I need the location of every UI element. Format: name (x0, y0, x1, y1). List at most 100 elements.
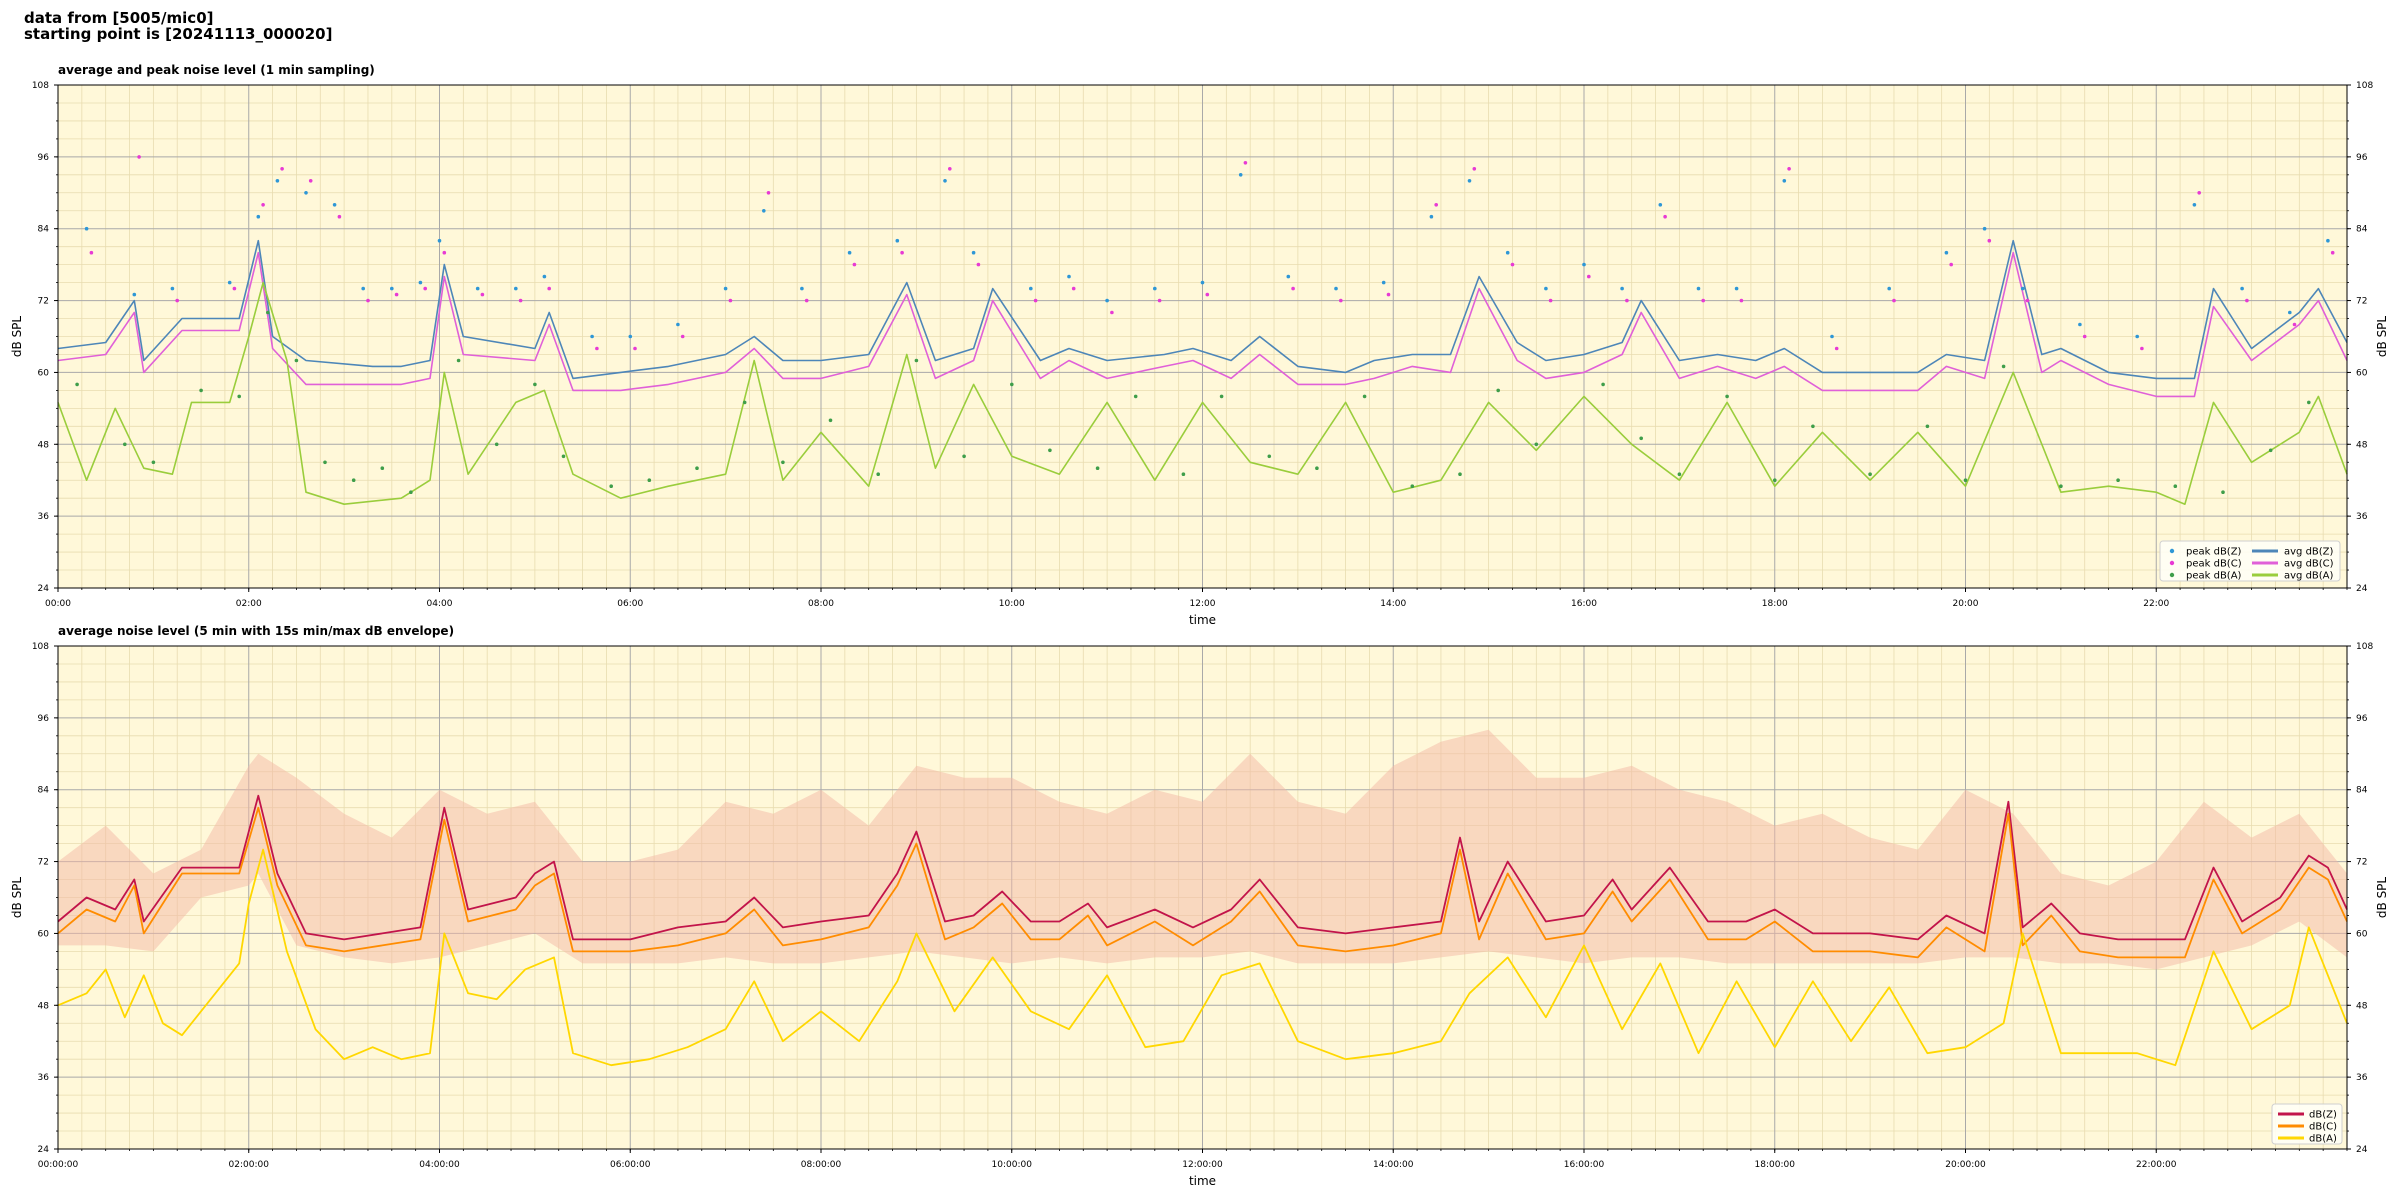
data-point (1739, 298, 1744, 303)
data-point (1963, 478, 1968, 483)
data-point (2268, 448, 2273, 453)
data-point (323, 460, 327, 465)
x-tick-label: 14:00:00 (1373, 1160, 1414, 1170)
data-point (75, 382, 79, 387)
data-point (1725, 394, 1729, 399)
data-point (361, 286, 366, 291)
data-point (1701, 298, 1705, 303)
data-point (2078, 322, 2082, 327)
data-point (175, 298, 179, 303)
x-tick-label: 06:00:00 (610, 1160, 651, 1170)
data-point (1071, 286, 1076, 291)
x-tick-label: 08:00:00 (801, 1160, 842, 1170)
data-point (332, 203, 337, 207)
y-axis-label-left: dB SPL (10, 877, 24, 919)
data-point (1095, 466, 1100, 471)
y-tick-label: 72 (38, 858, 49, 868)
series-db-z (57, 794, 2348, 941)
data-point (728, 298, 733, 303)
y-axis-label-right: dB SPL (2375, 316, 2389, 358)
data-point (1105, 298, 1109, 303)
data-point (456, 358, 461, 363)
data-point (1110, 310, 1114, 315)
data-point (1157, 298, 1162, 303)
x-tick-label: 16:00 (1571, 599, 1597, 609)
data-point (1534, 442, 1539, 447)
data-point (266, 310, 270, 315)
x-tick-label: 14:00 (1380, 599, 1406, 609)
data-point (1925, 424, 1930, 429)
x-tick-label: 22:00 (2143, 599, 2169, 609)
data-point (1153, 286, 1157, 291)
data-point (394, 292, 399, 297)
data-point (2288, 310, 2292, 315)
data-point (1381, 280, 1386, 285)
data-point (518, 298, 523, 303)
data-point (1010, 382, 1014, 387)
legend-bottom: dB(Z)dB(C)dB(A) (2271, 1103, 2343, 1145)
y-tick-label: 84 (38, 786, 50, 796)
data-point (380, 466, 385, 471)
y-tick-label: 24 (2356, 584, 2368, 594)
data-point (261, 203, 265, 207)
y-tick-label: 36 (38, 1073, 50, 1083)
data-point (227, 280, 232, 285)
data-point (409, 490, 413, 495)
data-point (351, 478, 356, 483)
data-point (1582, 262, 1586, 267)
data-point (494, 442, 499, 447)
data-point (1830, 334, 1834, 339)
data-point (1458, 472, 1462, 477)
y-tick-label: 72 (2356, 858, 2367, 868)
data-point (2326, 238, 2330, 243)
data-point (232, 286, 237, 291)
data-point (1510, 262, 1515, 267)
y-tick-label: 108 (32, 642, 49, 652)
data-point (2173, 484, 2178, 489)
data-point (628, 334, 633, 339)
legend-label: peak dB(C) (2186, 559, 2242, 570)
data-point (1787, 167, 1791, 171)
data-point (480, 292, 485, 297)
x-tick-label: 02:00:00 (229, 1160, 270, 1170)
x-tick-label: 00:00:00 (38, 1160, 79, 1170)
data-point (828, 418, 833, 423)
y-tick-label: 24 (38, 584, 50, 594)
data-point (914, 358, 919, 363)
data-point (1286, 274, 1291, 279)
x-tick-label: 20:00 (1953, 599, 1979, 609)
data-point (1410, 484, 1415, 489)
data-point (84, 226, 89, 231)
data-point (542, 274, 547, 279)
x-axis-label: time (1189, 613, 1216, 627)
data-point (1548, 298, 1553, 303)
data-point (1496, 388, 1500, 393)
data-point (1677, 472, 1682, 477)
y-tick-label: 24 (38, 1145, 50, 1155)
series-db-a (57, 848, 2348, 1067)
x-tick-label: 04:00:00 (419, 1160, 460, 1170)
data-point (1587, 274, 1591, 279)
data-point (2330, 250, 2335, 255)
data-point (609, 484, 613, 489)
data-point (1181, 472, 1186, 477)
data-point (2221, 490, 2225, 495)
data-point (847, 250, 852, 255)
data-point (943, 179, 947, 183)
y-tick-label: 24 (2356, 1145, 2368, 1155)
plot-title: average and peak noise level (1 min samp… (58, 63, 375, 77)
data-point (170, 286, 175, 291)
data-point (2059, 484, 2063, 489)
data-point (280, 167, 284, 171)
legend-marker (2169, 572, 2175, 578)
data-point (1133, 394, 1138, 399)
data-point (1048, 448, 1052, 453)
y-tick-label: 48 (2356, 440, 2368, 450)
data-point (2307, 400, 2311, 405)
data-point (1291, 286, 1295, 291)
data-point (199, 388, 203, 393)
y-tick-label: 96 (2356, 153, 2368, 163)
data-point (366, 298, 370, 303)
data-point (2135, 334, 2139, 339)
